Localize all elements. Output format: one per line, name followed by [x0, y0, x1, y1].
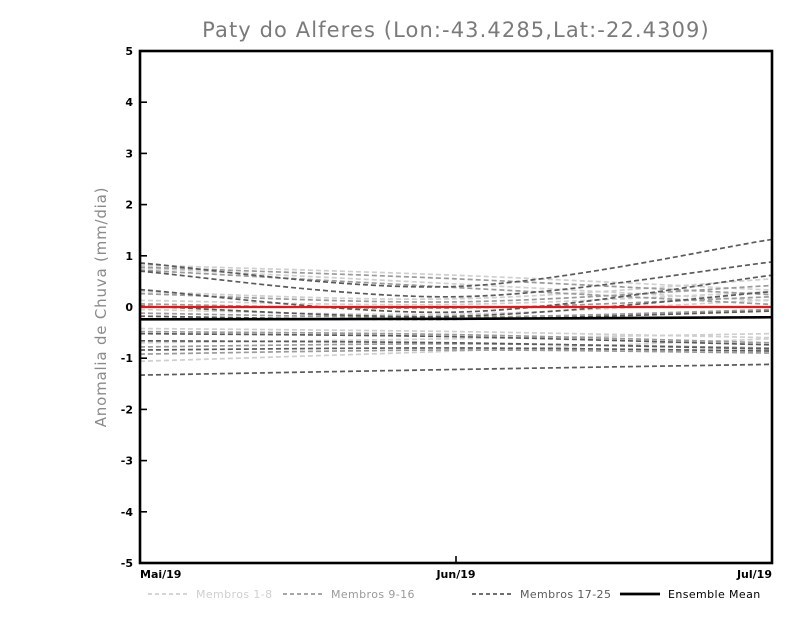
legend-label: Membros 9-16 [331, 588, 415, 601]
ensemble-mean-line [139, 315, 773, 321]
y-tick-label: -2 [121, 403, 133, 416]
member-line [139, 298, 773, 316]
member-line [139, 264, 773, 291]
x-tick-label: Mai/19 [140, 568, 181, 581]
member-line [139, 330, 773, 344]
member-line [139, 327, 773, 339]
plot-frame [138, 49, 774, 565]
legend-label: Ensemble Mean [668, 588, 761, 601]
member-line [139, 290, 773, 306]
plot-series-group [139, 238, 773, 376]
legend-label: Membros 17-25 [520, 588, 611, 601]
member-line [139, 349, 773, 355]
member-line [139, 347, 773, 352]
member-line [139, 290, 773, 318]
member-line [139, 238, 773, 288]
y-tick-label: -4 [121, 506, 134, 519]
chart-legend: Membros 1-8 Membros 9-16 Membros 17-25 Ense… [148, 588, 761, 601]
member-line [139, 337, 773, 363]
y-tick-label: 1 [125, 250, 133, 263]
y-tick-label: -5 [121, 557, 133, 570]
member-line [139, 277, 773, 301]
y-axis-title: Anomalia de Chuva (mm/dia) [92, 187, 110, 428]
y-tick-label: 2 [125, 199, 133, 212]
y-tick-label: 3 [125, 147, 133, 160]
legend-label: Membros 1-8 [196, 588, 273, 601]
x-tick-label: Jul/19 [736, 568, 772, 581]
member-line [139, 274, 773, 314]
member-line [139, 363, 773, 376]
y-tick-label: 0 [125, 301, 133, 314]
member-line [139, 332, 773, 346]
member-line [139, 339, 773, 350]
y-tick-label: -3 [121, 455, 133, 468]
y-tick-label: 4 [125, 96, 133, 109]
y-tick-label: 5 [125, 45, 133, 58]
chart-title: Paty do Alferes (Lon:-43.4285,Lat:-22.43… [202, 18, 710, 42]
member-line [139, 261, 773, 298]
x-tick-label: Jun/19 [435, 568, 475, 581]
y-tick-label: -1 [121, 352, 133, 365]
member-line [139, 308, 773, 319]
